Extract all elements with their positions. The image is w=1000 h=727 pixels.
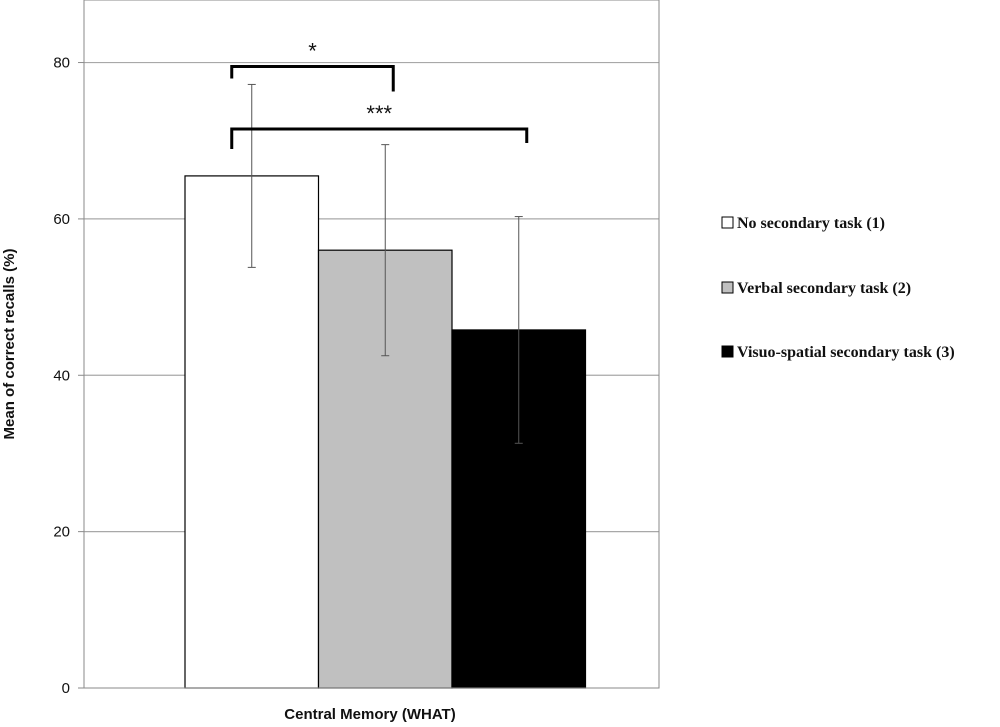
legend: No secondary task (1) Verbal secondary ta… [721,215,955,361]
significance-bracket [230,64,395,92]
significance-label: *** [366,101,392,126]
legend-swatch [721,216,734,229]
legend-swatch [721,345,734,358]
y-tick-label: 40 [53,367,70,384]
y-tick-label: 0 [62,680,70,697]
y-tick-label: 60 [53,211,70,228]
y-tick-label: 20 [53,524,70,541]
plot-frame [83,0,660,689]
legend-label: No secondary task (1) [737,215,885,232]
legend-label: Visuo-spatial secondary task (3) [737,344,955,361]
x-axis-title: Central Memory (WHAT) [284,706,455,723]
y-tick-labels: 0 20 40 60 80 [53,55,70,697]
significance-label: * [308,38,317,63]
y-tick-label: 80 [53,55,70,72]
legend-label: Verbal secondary task (2) [737,280,911,297]
significance-bracket [230,127,529,149]
legend-swatch [721,281,734,294]
y-axis-title: Mean of correct recalls (%) [1,249,18,440]
error-bars [247,83,523,444]
significance-brackets: **** [230,38,529,149]
